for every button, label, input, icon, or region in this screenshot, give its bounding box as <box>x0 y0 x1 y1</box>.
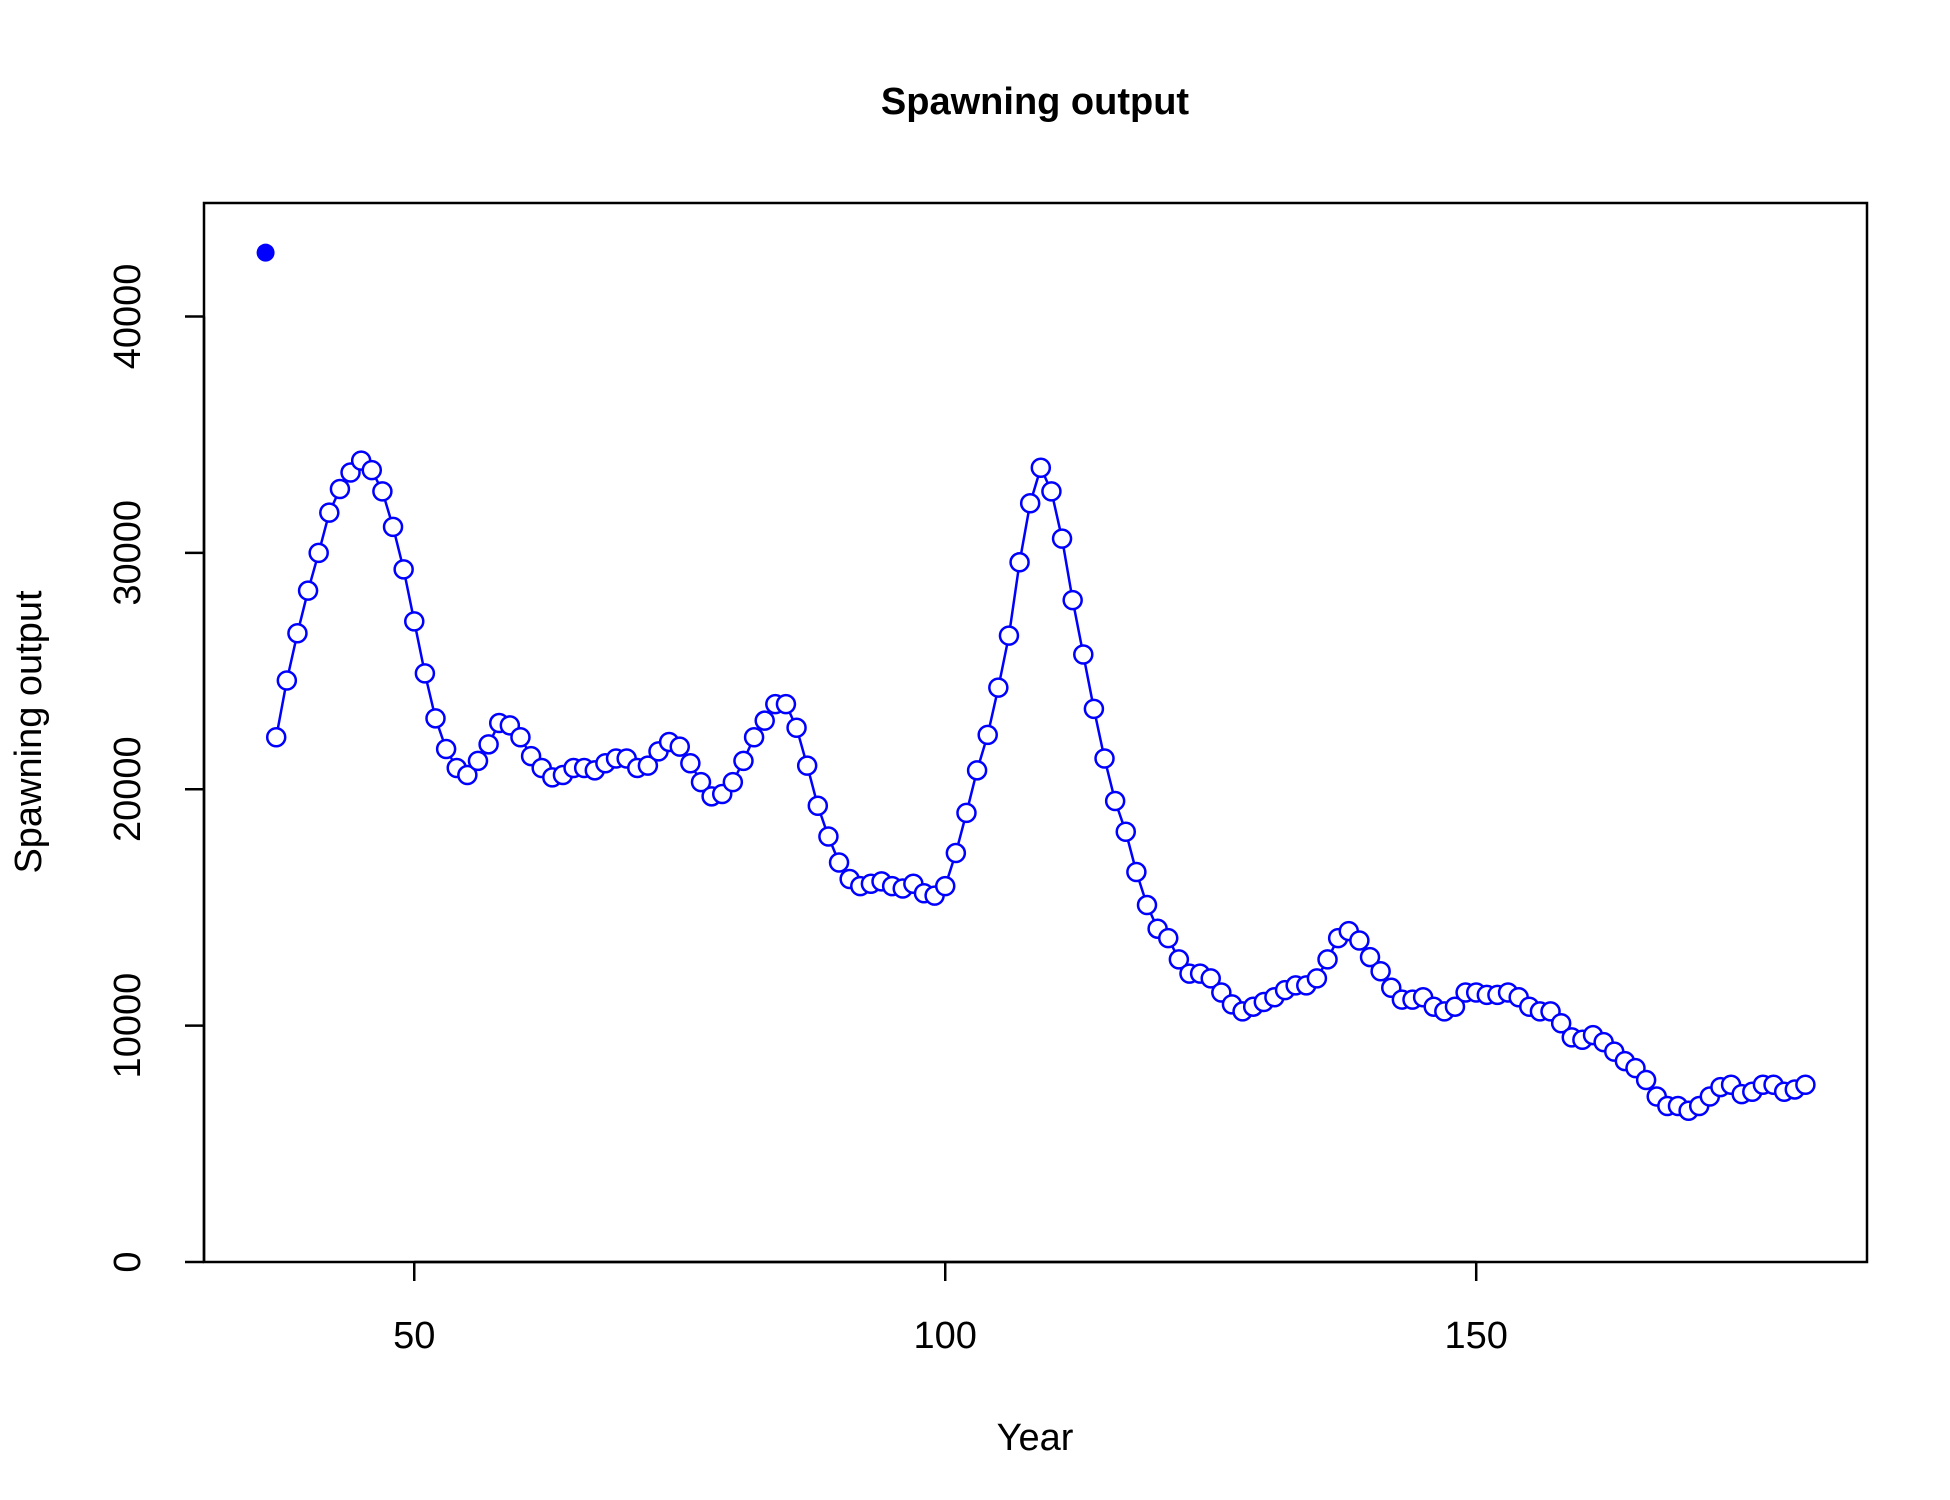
data-point <box>297 580 319 601</box>
data-point <box>404 611 425 632</box>
data-point <box>287 622 308 644</box>
data-point <box>265 726 287 748</box>
data-point <box>988 677 1009 698</box>
data-point <box>478 734 499 755</box>
data-point <box>308 542 329 564</box>
data-point <box>733 750 754 772</box>
data-point <box>1200 968 1221 989</box>
data-point <box>775 693 797 715</box>
data-point <box>956 802 977 824</box>
data-point <box>1370 960 1391 982</box>
y-tick-label: 30000 <box>107 500 149 606</box>
data-point <box>382 516 404 538</box>
x-axis-label: Year <box>997 1417 1074 1459</box>
data-point <box>1041 481 1062 502</box>
data-point <box>1115 821 1137 843</box>
data-point <box>998 625 1020 646</box>
data-point <box>1136 894 1158 916</box>
data-point <box>977 724 998 746</box>
data-point <box>1359 946 1381 968</box>
data-point <box>1157 927 1179 949</box>
data-point <box>510 726 531 748</box>
data-point <box>807 795 829 817</box>
data-point <box>1094 748 1115 769</box>
data-point <box>1009 552 1030 573</box>
data-point <box>934 875 956 897</box>
data-point <box>414 663 436 684</box>
data-point <box>637 755 659 776</box>
data-point <box>276 670 298 691</box>
x-tick-label: 100 <box>914 1315 977 1357</box>
x-tick-label: 50 <box>393 1315 435 1357</box>
data-point <box>1444 996 1466 1017</box>
data-point <box>1051 528 1073 549</box>
data-point <box>361 459 383 481</box>
data-point <box>796 755 818 776</box>
data-point <box>467 750 489 772</box>
data-point <box>1030 457 1052 478</box>
y-tick-label: 20000 <box>107 736 149 842</box>
data-point <box>457 764 478 786</box>
data-point <box>1349 930 1370 951</box>
data-point <box>722 771 744 793</box>
data-point <box>786 717 807 739</box>
data-point <box>1019 492 1041 514</box>
data-point <box>1062 589 1083 611</box>
data-point <box>1317 949 1338 970</box>
data-point <box>329 478 351 500</box>
data-point <box>425 708 446 729</box>
start-point <box>256 243 275 262</box>
data-point <box>828 852 850 873</box>
data-point <box>1635 1069 1657 1091</box>
data-point <box>1126 861 1147 883</box>
data-point <box>1104 790 1126 812</box>
data-point <box>945 842 967 864</box>
data-point <box>1795 1074 1816 1095</box>
data-point <box>680 752 701 774</box>
data-point <box>1550 1013 1572 1034</box>
x-tick-label: 150 <box>1445 1315 1508 1357</box>
data-point <box>372 481 393 502</box>
data-point <box>393 559 414 580</box>
data-point <box>818 826 839 847</box>
data-point <box>1083 698 1105 720</box>
data-point <box>669 736 690 757</box>
data-point <box>966 760 988 781</box>
chart-title: Spawning output <box>881 81 1190 123</box>
data-point <box>1168 949 1190 970</box>
data-point <box>435 738 457 760</box>
y-tick-label: 40000 <box>107 264 149 370</box>
y-tick-label: 10000 <box>107 973 149 1079</box>
y-tick-label: 0 <box>107 1251 149 1272</box>
data-point <box>1073 644 1094 665</box>
data-point <box>754 710 775 731</box>
data-point <box>690 771 712 793</box>
data-point <box>319 502 340 523</box>
data-point <box>1306 968 1328 989</box>
y-axis-label: Spawning output <box>8 590 50 874</box>
data-point <box>743 726 765 748</box>
